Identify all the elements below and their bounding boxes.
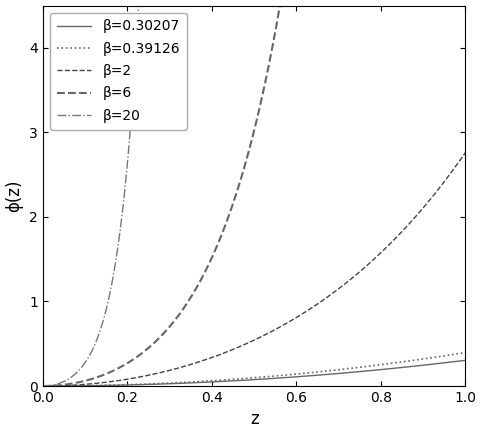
β=6 [245,150,251,155]
Line: β=2: β=2 [43,152,466,386]
β=6 [234,188,240,194]
β=2 [463,150,469,155]
β=6 [62,382,67,387]
β=0.30207 [450,359,456,365]
X-axis label: z: z [250,411,258,428]
β=2 [245,340,251,345]
β=0.30207 [245,378,251,383]
Legend: β=0.30207, β=0.39126, β=2, β=6, β=20: β=0.30207, β=0.39126, β=2, β=6, β=20 [50,13,187,130]
β=0.30207 [463,358,469,363]
β=20 [40,383,46,388]
β=0.39126 [373,363,378,368]
β=0.30207 [450,359,456,365]
β=2 [40,383,46,388]
Line: β=0.39126: β=0.39126 [43,352,466,386]
β=0.39126 [62,383,67,388]
β=0.39126 [245,375,251,381]
β=2 [373,255,378,260]
β=2 [450,167,456,172]
β=0.30207 [234,378,240,383]
Line: β=6: β=6 [43,0,466,386]
β=0.30207 [62,383,67,388]
Y-axis label: ϕ(z): ϕ(z) [6,180,24,212]
β=0.39126 [463,350,469,355]
Line: β=20: β=20 [43,0,466,386]
β=0.30207 [40,383,46,388]
β=0.39126 [450,352,456,357]
Line: β=0.30207: β=0.30207 [43,360,466,386]
β=0.39126 [40,383,46,388]
β=2 [62,383,67,388]
β=2 [234,345,240,350]
β=6 [40,383,46,388]
β=0.39126 [234,376,240,381]
β=20 [62,378,67,384]
β=0.30207 [373,368,378,373]
β=2 [450,168,456,173]
β=0.39126 [450,352,456,357]
